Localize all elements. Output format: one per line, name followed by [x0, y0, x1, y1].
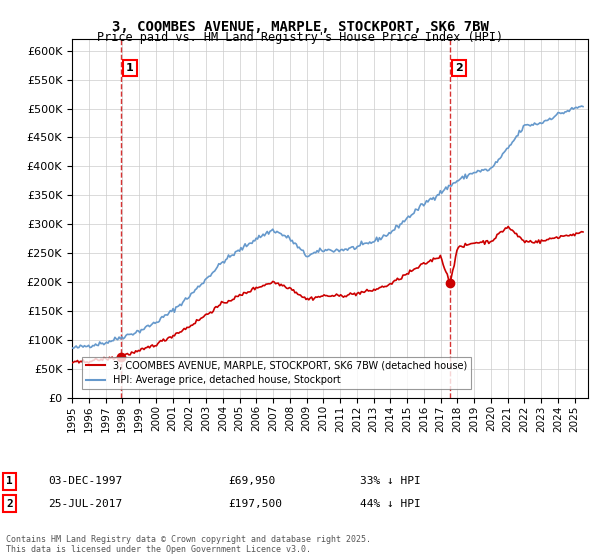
Text: Contains HM Land Registry data © Crown copyright and database right 2025.
This d: Contains HM Land Registry data © Crown c…: [6, 535, 371, 554]
Text: 03-DEC-1997: 03-DEC-1997: [48, 477, 122, 487]
Text: £197,500: £197,500: [228, 499, 282, 509]
Text: 3, COOMBES AVENUE, MARPLE, STOCKPORT, SK6 7BW: 3, COOMBES AVENUE, MARPLE, STOCKPORT, SK…: [112, 20, 488, 34]
Text: Price paid vs. HM Land Registry's House Price Index (HPI): Price paid vs. HM Land Registry's House …: [97, 31, 503, 44]
Text: 33% ↓ HPI: 33% ↓ HPI: [360, 477, 421, 487]
Text: 44% ↓ HPI: 44% ↓ HPI: [360, 499, 421, 509]
Text: 2: 2: [6, 499, 13, 509]
Text: 1: 1: [6, 477, 13, 487]
Text: 2: 2: [455, 63, 463, 73]
Text: 25-JUL-2017: 25-JUL-2017: [48, 499, 122, 509]
Text: £69,950: £69,950: [228, 477, 275, 487]
Legend: 3, COOMBES AVENUE, MARPLE, STOCKPORT, SK6 7BW (detached house), HPI: Average pri: 3, COOMBES AVENUE, MARPLE, STOCKPORT, SK…: [82, 357, 471, 389]
Text: 1: 1: [126, 63, 134, 73]
